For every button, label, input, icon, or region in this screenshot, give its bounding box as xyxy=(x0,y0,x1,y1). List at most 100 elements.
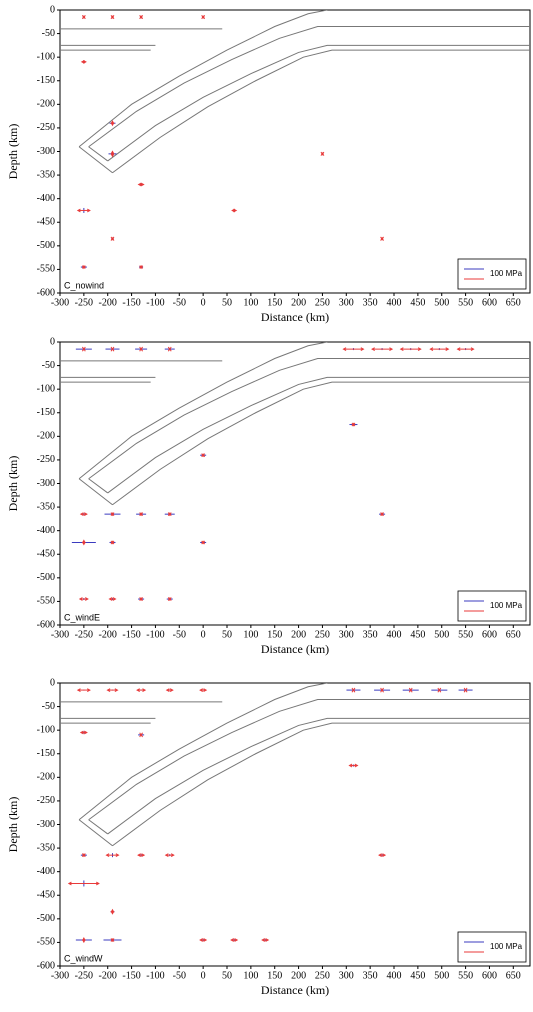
x-tick-label: -250 xyxy=(75,970,93,981)
y-tick-label: -200 xyxy=(37,99,55,110)
arrow-head xyxy=(351,422,356,427)
arrow-head xyxy=(380,512,384,517)
arrow-head xyxy=(82,60,87,64)
arrow-head xyxy=(141,853,146,858)
x-tick-label: 200 xyxy=(291,629,306,640)
arrow-head xyxy=(408,687,413,692)
y-tick-label: -50 xyxy=(42,28,55,39)
arrow-head xyxy=(429,347,434,351)
arrow-head xyxy=(348,763,353,768)
plot-area xyxy=(60,10,530,270)
y-tick-label: -550 xyxy=(37,596,55,607)
arrow-head xyxy=(83,730,88,735)
legend-box xyxy=(457,590,527,622)
y-tick-label: -200 xyxy=(37,772,55,783)
x-tick-label: 450 xyxy=(410,629,425,640)
arrow-head xyxy=(110,540,115,545)
x-axis-label: Distance (km) xyxy=(261,310,329,324)
x-tick-label: -150 xyxy=(122,297,140,308)
y-tick-label: -400 xyxy=(37,525,55,536)
y-axis-label: Depth (km) xyxy=(6,124,20,180)
arrow-head xyxy=(110,150,115,155)
x-tick-label: 0 xyxy=(201,970,206,981)
arrow-head xyxy=(81,265,86,270)
arrow-head xyxy=(110,910,115,915)
x-tick-label: 350 xyxy=(363,629,378,640)
arrow-head xyxy=(201,15,206,19)
arrow-head xyxy=(110,512,115,517)
arrow-head xyxy=(105,853,110,858)
slab-outline xyxy=(88,358,530,480)
arrow-head xyxy=(110,938,115,943)
arrow-head xyxy=(382,853,387,858)
slab-outline xyxy=(78,478,113,506)
slab-outline xyxy=(112,381,530,506)
slab-outline xyxy=(78,342,328,480)
arrow-head xyxy=(112,597,117,601)
plot-frame xyxy=(59,341,531,626)
arrow-head xyxy=(110,15,115,19)
arrow-head xyxy=(139,597,143,601)
panel-label: C_windW xyxy=(64,953,103,963)
arrow-head xyxy=(81,853,86,858)
x-tick-label: 500 xyxy=(434,297,449,308)
y-tick-label: -400 xyxy=(37,193,55,204)
arrow-head xyxy=(233,208,238,213)
arrow-head xyxy=(78,597,83,601)
x-tick-label: -50 xyxy=(173,970,186,981)
y-tick-label: -500 xyxy=(37,240,55,251)
y-axis-label: Depth (km) xyxy=(6,456,20,512)
x-tick-label: 50 xyxy=(222,970,232,981)
arrow-head xyxy=(201,15,206,20)
arrow-head xyxy=(437,687,442,692)
arrow-head xyxy=(470,347,475,351)
x-tick-label: 200 xyxy=(291,297,306,308)
slab-outline xyxy=(88,699,530,821)
x-tick-label: 250 xyxy=(315,629,330,640)
x-tick-label: 500 xyxy=(434,970,449,981)
legend-label: 100 MPa xyxy=(490,269,523,278)
x-tick-label: -200 xyxy=(99,970,117,981)
arrow-head xyxy=(137,853,141,858)
x-tick-label: 500 xyxy=(434,629,449,640)
x-tick-label: 450 xyxy=(410,297,425,308)
arrow-head xyxy=(84,597,89,601)
arrow-head xyxy=(95,881,100,886)
y-tick-label: -300 xyxy=(37,146,55,157)
arrow-head xyxy=(463,687,468,692)
x-tick-label: -300 xyxy=(51,970,69,981)
arrow-head xyxy=(81,939,86,944)
y-tick-label: -100 xyxy=(37,383,55,394)
x-tick-label: 0 xyxy=(201,297,206,308)
arrow-head xyxy=(167,346,172,351)
y-tick-label: -100 xyxy=(37,51,55,62)
x-tick-label: -150 xyxy=(122,629,140,640)
arrow-head xyxy=(137,182,142,187)
arrow-head xyxy=(110,540,115,545)
arrow-head xyxy=(351,687,356,692)
slab-outline xyxy=(78,819,113,847)
arrow-head xyxy=(417,347,422,351)
y-tick-label: -300 xyxy=(37,478,55,489)
arrow-head xyxy=(142,688,147,692)
x-axis-label: Distance (km) xyxy=(261,983,329,997)
arrow-head xyxy=(167,597,172,602)
y-tick-label: -600 xyxy=(37,619,55,630)
y-tick-label: 0 xyxy=(50,4,55,15)
arrow-head xyxy=(167,512,172,517)
x-tick-label: 350 xyxy=(363,970,378,981)
slab-outline xyxy=(107,376,530,494)
x-tick-label: 650 xyxy=(506,629,521,640)
legend-box xyxy=(457,258,527,290)
legend-label: 100 MPa xyxy=(490,942,523,951)
x-tick-label: -50 xyxy=(173,297,186,308)
arrow-head xyxy=(234,938,239,942)
panel: -300 -250 -200 -150 -100 -50 0 50 100 150 200 250 30… xyxy=(6,4,531,324)
arrow-head xyxy=(110,512,115,517)
arrow-head xyxy=(110,938,115,942)
arrow-head xyxy=(140,182,145,187)
y-tick-label: -350 xyxy=(37,501,55,512)
x-tick-label: 250 xyxy=(315,297,330,308)
y-tick-label: -250 xyxy=(37,454,55,465)
x-tick-label: 400 xyxy=(387,297,402,308)
